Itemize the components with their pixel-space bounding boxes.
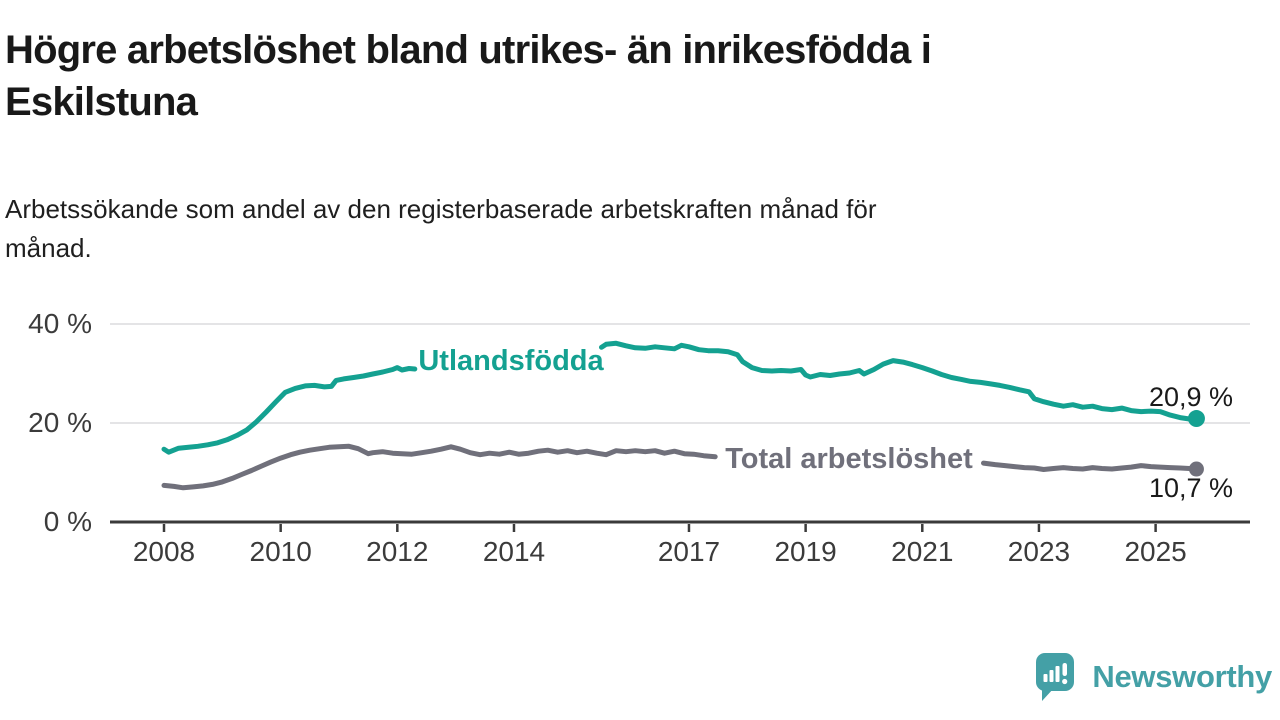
title-line-2: Eskilstuna bbox=[5, 80, 198, 124]
x-axis-tick-label: 2025 bbox=[1124, 536, 1186, 567]
brand-name: Newsworthy bbox=[1092, 659, 1272, 694]
end-dot-total-arbetsloshet bbox=[1188, 461, 1204, 477]
y-axis-tick-label: 0 % bbox=[44, 506, 92, 537]
x-axis-tick-label: 2012 bbox=[366, 536, 428, 567]
y-axis-tick-label: 40 % bbox=[28, 308, 92, 339]
x-axis-tick-label: 2019 bbox=[774, 536, 836, 567]
chart-subtitle: Arbetssökande som andel av den registerb… bbox=[5, 190, 877, 268]
title-line-1: Högre arbetslöshet bland utrikes- än inr… bbox=[5, 28, 932, 72]
x-axis-tick-label: 2017 bbox=[658, 536, 720, 567]
series-line-utlandsfodda bbox=[599, 340, 1199, 422]
end-dot-utlandsfodda bbox=[1187, 410, 1205, 428]
x-axis-tick-label: 2010 bbox=[250, 536, 312, 567]
series-label-utlandsfodda: Utlandsfödda bbox=[418, 345, 604, 377]
newsworthy-logo-icon bbox=[1036, 653, 1075, 701]
subtitle-line-1: Arbetssökande som andel av den registerb… bbox=[5, 194, 877, 224]
chart-layers: 0 % 20 % 40 % 2008 2010 2012 2014 2017 2019 2021 2… bbox=[28, 308, 1250, 567]
subtitle-line-2: månad. bbox=[5, 233, 92, 263]
end-value-label-utlandsfodda: 20,9 % bbox=[1149, 382, 1233, 412]
series-line-total-arbetsloshet bbox=[161, 443, 718, 491]
page-title: Högre arbetslöshet bland utrikes- än inr… bbox=[5, 24, 932, 128]
newsworthy-logo: Newsworthy bbox=[1035, 652, 1272, 702]
series-line-total-arbetsloshet bbox=[981, 460, 1199, 472]
x-axis-tick-label: 2014 bbox=[483, 536, 545, 567]
series-line-utlandsfodda bbox=[161, 365, 418, 455]
x-axis-tick-label: 2023 bbox=[1008, 536, 1070, 567]
series-label-total-arbetsloshet: Total arbetslöshet bbox=[725, 443, 973, 475]
x-axis-tick-label: 2008 bbox=[133, 536, 195, 567]
x-axis-tick-label: 2021 bbox=[891, 536, 953, 567]
end-value-label-total: 10,7 % bbox=[1149, 473, 1233, 503]
y-axis-tick-label: 20 % bbox=[28, 407, 92, 438]
